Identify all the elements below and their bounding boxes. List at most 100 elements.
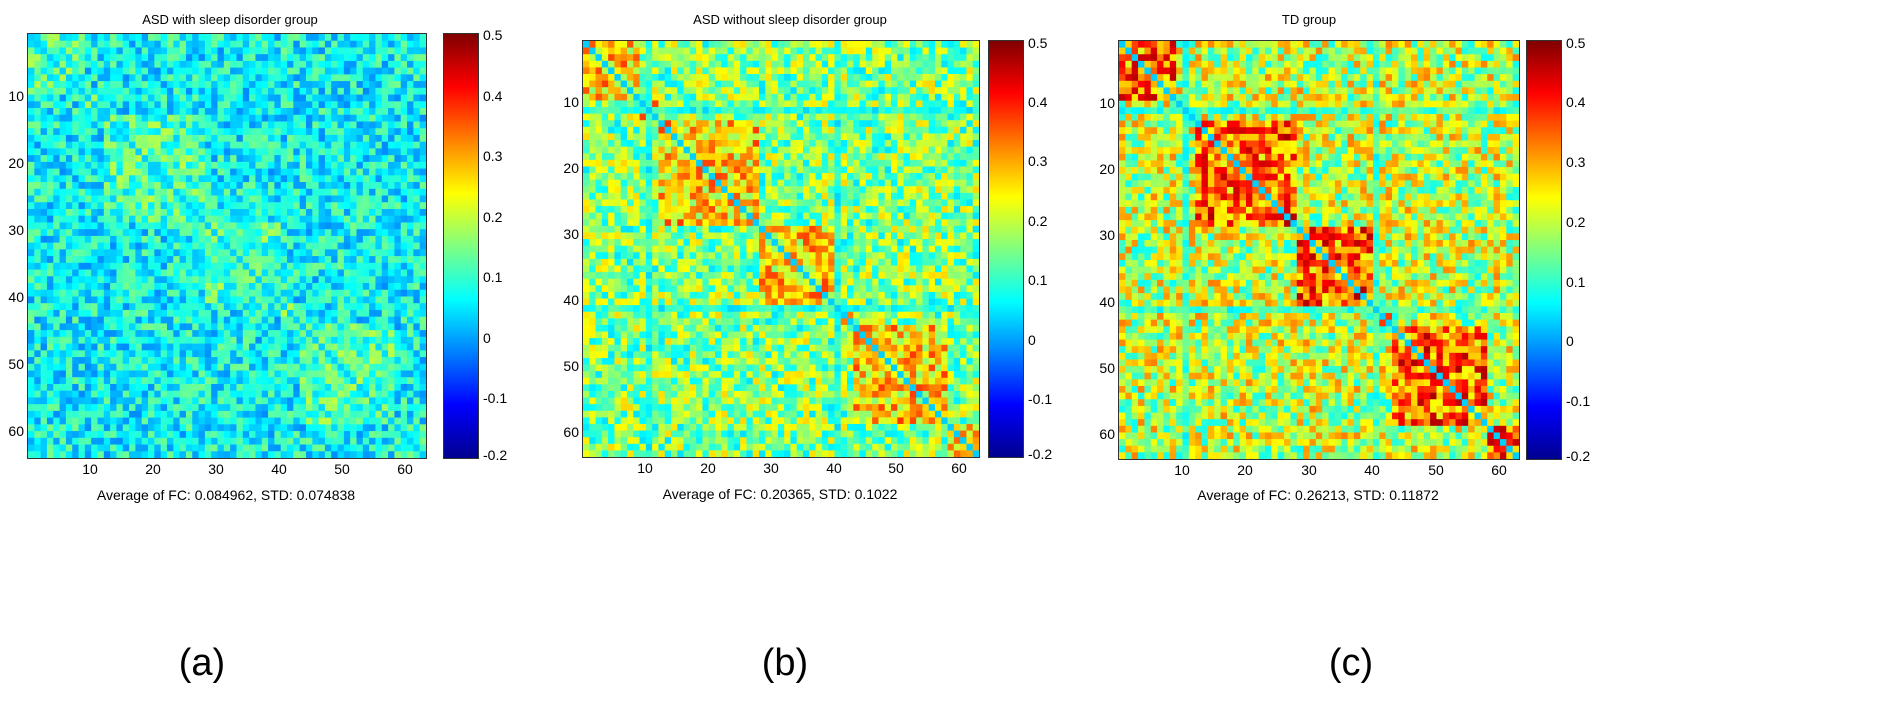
heatmap-cell [72, 195, 79, 203]
heatmap-cell [141, 390, 149, 398]
heatmap-cell [154, 195, 161, 203]
heatmap-cell [671, 126, 678, 134]
heatmap-cell [407, 410, 414, 418]
heatmap-cell [752, 113, 760, 121]
heatmap-cell [287, 417, 294, 425]
heatmap-cell [122, 296, 130, 304]
heatmap-cell [419, 94, 426, 102]
heatmap-cell [400, 316, 408, 324]
heatmap-cell [116, 67, 124, 75]
heatmap-cell [141, 74, 149, 82]
heatmap-cell [72, 108, 79, 116]
heatmap-cell [28, 188, 35, 196]
heatmap-cell [141, 47, 149, 55]
heatmap-cell [928, 113, 936, 121]
heatmap-cell [97, 404, 105, 412]
heatmap-cell [249, 377, 256, 385]
heatmap-cell [103, 182, 111, 190]
heatmap-cell [828, 140, 835, 147]
heatmap-cell [293, 269, 300, 277]
heatmap-cell [116, 161, 124, 169]
heatmap-cell [834, 54, 842, 62]
heatmap-cell [65, 256, 73, 264]
heatmap-cell [375, 114, 383, 122]
heatmap-cell [179, 363, 187, 371]
heatmap-cell [771, 126, 779, 134]
heatmap-cell [305, 235, 313, 243]
heatmap-cell [400, 256, 408, 264]
heatmap-cell [620, 100, 628, 108]
heatmap-cell [236, 262, 244, 270]
heatmap-cell [407, 323, 414, 331]
heatmap-cell [796, 93, 804, 101]
heatmap-cell [141, 309, 149, 317]
heatmap-cell [312, 121, 319, 129]
heatmap-cell [608, 113, 615, 121]
heatmap-cell [173, 182, 180, 190]
heatmap-cell [369, 451, 376, 458]
heatmap-cell [369, 242, 376, 250]
heatmap-cell [362, 34, 370, 42]
heatmap-cell [242, 74, 250, 82]
heatmap-cell [204, 54, 212, 62]
heatmap-cell [110, 134, 117, 142]
heatmap-cell [331, 182, 338, 190]
heatmap-cell [261, 404, 269, 412]
heatmap-cell [293, 208, 300, 217]
heatmap-cell [236, 121, 244, 129]
heatmap-cell [318, 404, 326, 412]
heatmap-cell [947, 54, 955, 62]
heatmap-cell [236, 202, 244, 210]
heatmap-cell [53, 431, 60, 439]
heatmap-cell [59, 114, 67, 122]
heatmap-cell [312, 363, 319, 371]
heatmap-cell [185, 128, 193, 136]
heatmap-cell [903, 54, 911, 62]
heatmap-cell [116, 60, 124, 68]
heatmap-cell [148, 47, 155, 55]
heatmap-cell [343, 161, 351, 169]
heatmap-cell [362, 161, 370, 169]
heatmap-cell [255, 148, 263, 156]
heatmap-cell [192, 54, 199, 62]
heatmap-cell [287, 357, 294, 365]
heatmap-cell [148, 404, 155, 412]
heatmap-cell [884, 126, 892, 134]
heatmap-cell [249, 94, 256, 102]
heatmap-cell [84, 54, 92, 62]
heatmap-cell [268, 303, 275, 311]
heatmap-cell [658, 80, 666, 88]
heatmap-cell [413, 148, 420, 156]
heatmap-cell [972, 93, 979, 101]
heatmap-cell [84, 202, 92, 210]
heatmap-cell [369, 60, 376, 68]
heatmap-cell [752, 41, 760, 48]
heatmap-cell [324, 195, 332, 203]
heatmap-cell [255, 343, 263, 351]
heatmap-cell [274, 54, 281, 62]
heatmap-cell [331, 444, 338, 452]
heatmap-cell [141, 249, 149, 257]
heatmap-cell [141, 101, 149, 109]
heatmap-cell [116, 303, 124, 311]
heatmap-cell [198, 229, 206, 237]
heatmap-cell [394, 60, 402, 68]
heatmap-cell [204, 161, 212, 169]
heatmap-cell [141, 276, 149, 284]
heatmap-cell [740, 74, 747, 81]
heatmap-cell [211, 215, 218, 223]
heatmap-cell [689, 60, 697, 68]
heatmap-cell [217, 101, 225, 109]
heatmap-cell [589, 93, 596, 101]
heatmap-cell [211, 283, 218, 291]
heatmap-cell [928, 74, 936, 81]
heatmap-cell [627, 100, 634, 108]
heatmap-cell [388, 417, 395, 425]
heatmap-cell [639, 80, 647, 88]
heatmap-cell [185, 121, 193, 129]
heatmap-cell [40, 114, 48, 122]
heatmap-cell [211, 168, 218, 176]
heatmap-cell [129, 269, 136, 277]
heatmap-cell [223, 343, 231, 351]
heatmap-cell [217, 202, 225, 210]
